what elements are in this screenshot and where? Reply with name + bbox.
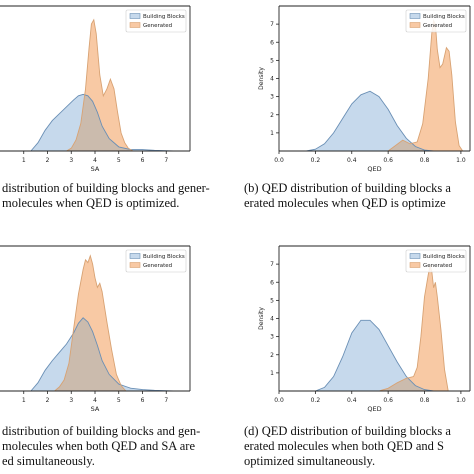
x-tick-label: 2 [46,397,50,404]
caption-b-line: (b) QED distribution of building blocks … [244,181,451,195]
y-tick-label: 7 [270,261,274,268]
caption-a-line: molecules when QED is optimized. [2,196,180,210]
generated-line [54,254,127,392]
legend-swatch-generated [129,262,141,268]
x-tick-label: 3 [69,397,73,404]
y-tick-label: 3 [270,334,274,341]
y-tick-label: 5 [270,297,274,304]
y-tick-label: 6 [270,279,274,286]
x-tick-label: 1.0 [456,157,466,164]
x-tick-label: 5 [117,397,121,404]
chart-panel-c: 1 2 3 4 5 6 7 SA Building Blocks Generated [0,245,191,413]
legend-swatch-generated [409,262,421,268]
caption-d-line: optimized simultaneously. [244,454,376,468]
caption-c: distribution of building blocks and gen-… [2,424,200,469]
panel-d: 0.0 0.2 0.4 0.6 0.8 1.0 1 2 3 4 5 6 7 QED Density Build… [237,240,474,414]
legend-swatch-generated [129,22,141,28]
legend-swatch-building-blocks [129,13,141,19]
caption-c-line: distribution of building blocks and gen- [2,424,201,438]
x-tick-label: 0.8 [420,157,430,164]
legend-label-building-blocks: Building Blocks [143,14,185,20]
caption-b: (b) QED distribution of building blocks … [244,181,451,211]
x-tick-label: 6 [141,397,145,404]
caption-b-line: erated molecules when QED is optimize [244,196,446,210]
chart-panel-b: 0.0 0.2 0.4 0.6 0.8 1.0 1 2 3 4 5 6 7 QED Density Build… [258,5,471,173]
generated-line [66,18,134,152]
legend-box [405,249,467,273]
x-tick-label: 3 [69,157,73,164]
x-tick-label: 0.8 [420,397,430,404]
legend-box [405,9,467,33]
legend-swatch-building-blocks [409,253,421,259]
x-tick-label: 0.0 [274,157,284,164]
caption-d-line: (d) QED distribution of building blocks … [244,424,451,438]
x-tick-label: 0.6 [383,157,393,164]
legend-box [125,9,187,33]
caption-c-line: molecules when both QED and SA are [2,439,196,453]
caption-d-line: erated molecules when both QED and S [244,439,444,453]
y-tick-label: 3 [270,94,274,101]
x-tick-label: 0.2 [311,397,321,404]
legend-label-generated: Generated [143,263,172,269]
y-tick-label: 1 [270,130,274,137]
building-blocks-line [30,317,174,392]
legend-label-generated: Generated [423,23,452,29]
panel-c: 1 2 3 4 5 6 7 SA Building Blocks Generated [0,240,237,414]
building-blocks-line [315,319,434,392]
legend-swatch-generated [409,22,421,28]
x-axis-label: QED [367,405,381,413]
legend-label-generated: Generated [143,23,172,29]
legend-box [125,249,187,273]
legend-swatch-building-blocks [409,13,421,19]
x-tick-label: 4 [93,397,97,404]
building-blocks-area [306,91,434,151]
legend-swatch-building-blocks [129,253,141,259]
generated-line [378,264,449,392]
generated-area [379,265,449,391]
x-tick-label: 0.0 [274,397,284,404]
x-tick-label: 5 [117,157,121,164]
panel-b: 0.0 0.2 0.4 0.6 0.8 1.0 1 2 3 4 5 6 7 QED Density Build… [237,0,474,174]
building-blocks-area [30,94,174,151]
x-tick-label: 0.6 [383,397,393,404]
legend-label-building-blocks: Building Blocks [143,254,185,260]
chart-panel-d: 0.0 0.2 0.4 0.6 0.8 1.0 1 2 3 4 5 6 7 QED Density Build… [258,245,471,413]
x-tick-label: 0.4 [347,397,357,404]
x-tick-label: 7 [164,157,168,164]
y-tick-label: 4 [270,76,274,83]
x-tick-label: 4 [93,157,97,164]
y-tick-label: 4 [270,316,274,323]
x-tick-label: 1 [22,157,26,164]
x-axis-label: SA [91,405,100,413]
legend-label-building-blocks: Building Blocks [423,254,465,260]
y-axis-label: Density [258,67,265,90]
y-tick-label: 7 [270,21,274,28]
y-tick-label: 2 [270,352,274,359]
x-tick-label: 1 [22,397,26,404]
x-tick-label: 0.4 [347,157,357,164]
generated-area [388,20,463,151]
x-tick-label: 2 [46,157,50,164]
y-axis-label: Density [258,307,265,330]
x-axis-label: QED [367,165,381,173]
y-tick-label: 5 [270,57,274,64]
legend-label-generated: Generated [423,263,452,269]
chart-panel-a: 1 2 3 4 5 6 7 SA Building Blocks Generated [0,5,191,173]
caption-a: distribution of building blocks and gene… [2,181,210,211]
x-axis-label: SA [91,165,100,173]
legend-label-building-blocks: Building Blocks [423,14,465,20]
x-tick-label: 6 [141,157,145,164]
caption-a-line: distribution of building blocks and gene… [2,181,210,195]
y-tick-label: 2 [270,112,274,119]
caption-d: (d) QED distribution of building blocks … [244,424,451,469]
building-blocks-line [30,93,174,152]
y-tick-label: 1 [270,370,274,377]
x-tick-label: 7 [164,397,168,404]
x-tick-label: 1.0 [456,397,466,404]
panel-a: 1 2 3 4 5 6 7 SA Building Blocks Generated [0,0,237,174]
building-blocks-line [306,90,434,152]
y-tick-label: 6 [270,39,274,46]
x-tick-label: 0.2 [311,157,321,164]
caption-c-line: ed simultaneously. [2,454,95,468]
